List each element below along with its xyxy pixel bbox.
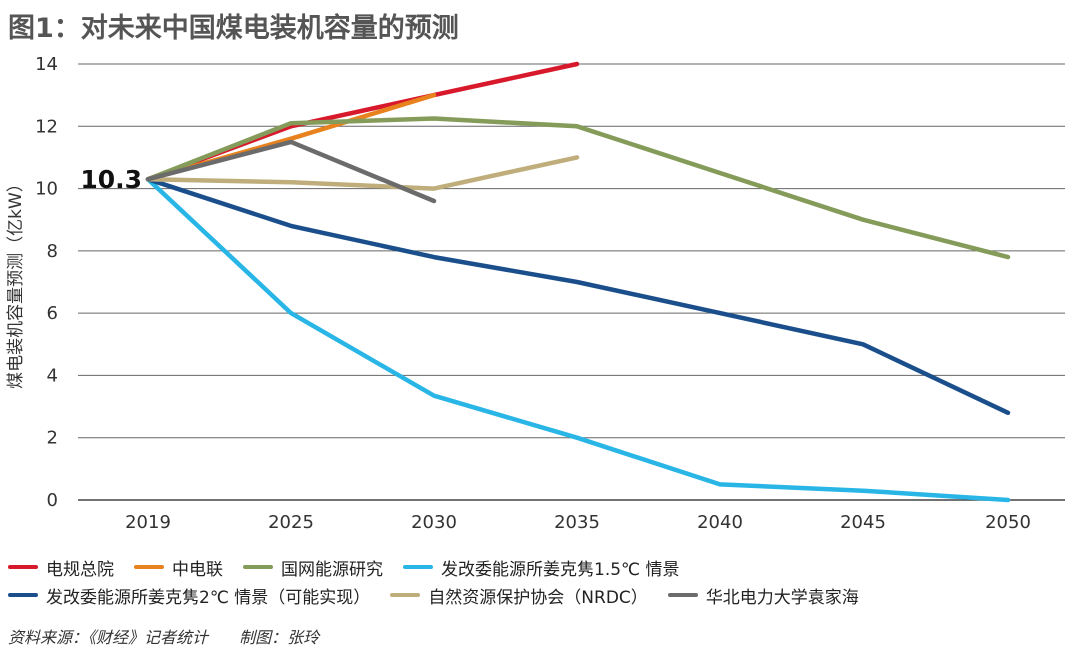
y-tick-label: 14 — [35, 54, 58, 75]
chart-legend: 电规总院 中电联 国网能源研究 发改委能源所姜克隽1.5℃ 情景 发改委能源所姜克隽2℃… — [8, 554, 1072, 610]
legend-label: 发改委能源所姜克隽1.5℃ 情景 — [441, 559, 680, 580]
legend-item: 发改委能源所姜克隽1.5℃ 情景 — [403, 555, 680, 580]
legend-label: 电规总院 — [46, 559, 114, 580]
x-tick-label: 2040 — [697, 512, 743, 533]
start-value-annotation: 10.3 — [80, 165, 142, 194]
chart-title: 图1：对未来中国煤电装机容量的预测 — [8, 13, 459, 44]
y-tick-label: 2 — [47, 428, 58, 449]
series-line-6 — [145, 155, 580, 191]
y-tick-label: 6 — [47, 303, 58, 324]
series-line-3 — [145, 116, 1011, 260]
series-line-5 — [145, 176, 1011, 416]
x-tick-label: 2025 — [268, 512, 314, 533]
series-line-7 — [145, 139, 437, 204]
legend-item: 发改委能源所姜克隽2℃ 情景（可能实现） — [8, 583, 370, 608]
x-tick-label: 2035 — [554, 512, 600, 533]
legend-swatch — [8, 565, 38, 569]
legend-label: 国网能源研究 — [281, 559, 383, 580]
legend-swatch — [403, 565, 433, 569]
y-tick-label: 0 — [47, 490, 58, 511]
source-credit: 资料来源：《财经》记者统计 — [8, 628, 209, 647]
x-tick-label: 2030 — [411, 512, 457, 533]
series-line-4 — [145, 176, 1011, 503]
y-tick-label: 8 — [47, 241, 58, 262]
legend-item: 国网能源研究 — [243, 555, 383, 580]
x-tick-label: 2050 — [985, 512, 1031, 533]
legend-item: 电规总院 — [8, 555, 114, 580]
legend-label: 中电联 — [172, 559, 223, 580]
y-axis-label: 煤电装机容量预测（亿kW） — [6, 175, 26, 389]
legend-swatch — [8, 593, 38, 597]
chart-credit: 制图：张玲 — [239, 628, 320, 647]
source-note: 资料来源：《财经》记者统计 制图：张玲 — [8, 624, 319, 648]
y-tick-label: 12 — [35, 116, 58, 137]
x-tick-label: 2019 — [125, 512, 171, 533]
x-tick-label: 2045 — [840, 512, 886, 533]
line-chart: 0 2 4 6 8 10 12 14 2019 2025 2030 2035 2040 2045 2050 煤… — [6, 54, 1065, 533]
legend-item: 自然资源保护协会（NRDC） — [390, 583, 648, 608]
legend-label: 发改委能源所姜克隽2℃ 情景（可能实现） — [46, 587, 371, 608]
y-tick-label: 10 — [35, 179, 58, 200]
legend-item: 华北电力大学袁家海 — [667, 583, 859, 608]
legend-row: 发改委能源所姜克隽2℃ 情景（可能实现） 自然资源保护协会（NRDC） 华北电力大学… — [8, 582, 1072, 608]
legend-swatch — [390, 593, 421, 597]
legend-label: 华北电力大学袁家海 — [705, 587, 859, 608]
legend-swatch — [134, 565, 164, 569]
legend-swatch — [667, 593, 698, 597]
legend-row: 电规总院 中电联 国网能源研究 发改委能源所姜克隽1.5℃ 情景 — [8, 554, 1072, 580]
legend-label: 自然资源保护协会（NRDC） — [428, 587, 648, 608]
legend-item: 中电联 — [134, 555, 223, 580]
legend-swatch — [243, 565, 273, 569]
y-tick-label: 4 — [47, 365, 58, 386]
